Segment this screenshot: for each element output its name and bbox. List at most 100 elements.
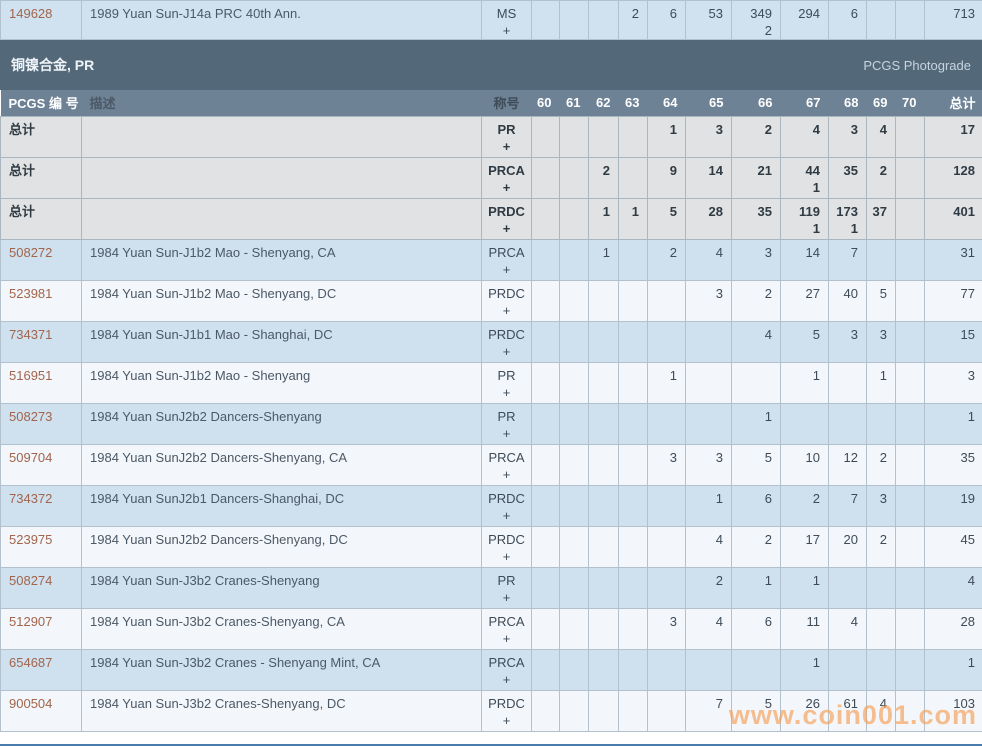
grade-cell-66: 5 <box>731 443 781 486</box>
header-grade-68: 68 <box>828 90 867 116</box>
grade-cell-62: 1 <box>588 197 619 240</box>
grade-cell-63 <box>618 361 648 404</box>
grade-cell-66: 1 <box>731 402 781 445</box>
grade-cell-61 <box>559 156 589 199</box>
coin-description: 1984 Yuan Sun-J3b2 Cranes - Shenyang Min… <box>81 648 482 691</box>
pcgs-number-link[interactable]: 900504 <box>9 695 53 711</box>
grade-cell-62 <box>588 484 619 527</box>
grade-cell-64: 3 <box>647 607 686 650</box>
pcgs-number-link[interactable]: 734371 <box>9 326 53 342</box>
grade-cell-69: 37 <box>866 197 896 240</box>
grade-cell-66: 2 <box>731 525 781 568</box>
grade-cell-61 <box>559 197 589 240</box>
grade-cell-68: 40 <box>828 279 867 322</box>
header-grade-66: 66 <box>731 90 781 116</box>
grade-cell-61 <box>559 484 589 527</box>
grade-cell-69 <box>866 0 896 40</box>
grade-cell-68 <box>828 566 867 609</box>
pcgs-number-link[interactable]: 516951 <box>9 367 53 383</box>
grade-cell-60 <box>531 443 560 486</box>
header-pcgs-number: PCGS 编 号 <box>0 90 82 116</box>
pcgs-number-link[interactable]: 508272 <box>9 244 53 260</box>
grade-cell-68: 3 <box>828 115 867 158</box>
designation-cell: PR + <box>481 361 532 404</box>
grade-cell-60 <box>531 115 560 158</box>
grade-cell-60 <box>531 689 560 732</box>
coin-description: 1984 Yuan SunJ2b1 Dancers-Shanghai, DC <box>81 484 482 527</box>
grade-cell-64 <box>647 279 686 322</box>
coin-description <box>81 115 482 158</box>
grade-cell-63 <box>618 320 648 363</box>
header-grade-70: 70 <box>895 90 925 116</box>
pcgs-number-link[interactable]: 149628 <box>9 6 53 21</box>
grade-cell-65 <box>685 320 732 363</box>
grade-cell-70 <box>895 689 925 732</box>
grade-cell-65: 4 <box>685 607 732 650</box>
grade-cell-68: 3 <box>828 320 867 363</box>
pcgs-number-link[interactable]: 523981 <box>9 285 53 301</box>
header-grade-61: 61 <box>559 90 589 116</box>
table-row: 900504 1984 Yuan Sun-J3b2 Cranes-Shenyang… <box>0 689 982 732</box>
total-cell: 35 <box>924 443 982 486</box>
grade-cell-60 <box>531 607 560 650</box>
pcgs-number-link[interactable]: 512907 <box>9 613 53 629</box>
grade-cell-70 <box>895 320 925 363</box>
grade-cell-60 <box>531 402 560 445</box>
pcgs-number-link[interactable]: 523975 <box>9 531 53 547</box>
total-cell: 103 <box>924 689 982 732</box>
coin-description: 1984 Yuan SunJ2b2 Dancers-Shenyang, CA <box>81 443 482 486</box>
designation-cell: PRCA + <box>481 156 532 199</box>
pcgs-number-cell: 149628 <box>0 0 82 40</box>
grade-cell-66 <box>731 648 781 691</box>
grade-cell-70 <box>895 361 925 404</box>
pcgs-number-link[interactable]: 734372 <box>9 490 53 506</box>
header-description: 描述 <box>81 90 482 116</box>
designation-cell: PR + <box>481 402 532 445</box>
grade-cell-66: 4 <box>731 320 781 363</box>
grade-cell-67: 17 <box>780 525 829 568</box>
coin-description: 1984 Yuan Sun-J1b2 Mao - Shenyang <box>81 361 482 404</box>
grade-cell-61 <box>559 689 589 732</box>
designation-cell: PRCA + <box>481 607 532 650</box>
grade-cell-70 <box>895 402 925 445</box>
grade-cell-65: 4 <box>685 525 732 568</box>
pcgs-number-link[interactable]: 509704 <box>9 449 53 465</box>
pcgs-number-cell: 508272 <box>0 238 82 281</box>
grade-cell-61 <box>559 566 589 609</box>
total-cell: 1 <box>924 648 982 691</box>
grade-cell-61 <box>559 238 589 281</box>
pcgs-number-cell: 516951 <box>0 361 82 404</box>
grade-cell-60 <box>531 525 560 568</box>
grade-cell-66: 3 <box>731 238 781 281</box>
grade-cell-60 <box>531 238 560 281</box>
grade-cell-69: 3 <box>866 320 896 363</box>
total-cell: 15 <box>924 320 982 363</box>
grade-cell-60 <box>531 566 560 609</box>
grade-cell-64 <box>647 525 686 568</box>
section-header-bar: 铜镍合金, PR PCGS Photograde <box>0 40 982 90</box>
grade-cell-65 <box>685 648 732 691</box>
grade-cell-60 <box>531 361 560 404</box>
coin-description: 1984 Yuan Sun-J1b1 Mao - Shanghai, DC <box>81 320 482 363</box>
header-total: 总计 <box>924 90 982 116</box>
grade-cell-64 <box>647 402 686 445</box>
total-cell: 45 <box>924 525 982 568</box>
grade-cell-60 <box>531 197 560 240</box>
pcgs-number-link[interactable]: 508274 <box>9 572 53 588</box>
grade-cell-62 <box>588 0 619 40</box>
grade-cell-65: 28 <box>685 197 732 240</box>
grade-cell-66: 35 <box>731 197 781 240</box>
table-row: 149628 1989 Yuan Sun-J14a PRC 40th Ann. MS… <box>0 0 982 40</box>
pcgs-number-link[interactable]: 654687 <box>9 654 53 670</box>
grade-cell-65: 3 <box>685 115 732 158</box>
pcgs-number-link[interactable]: 508273 <box>9 408 53 424</box>
grade-cell-60 <box>531 484 560 527</box>
totals-label-cell: 总计 <box>0 156 82 199</box>
grade-cell-62 <box>588 648 619 691</box>
grade-cell-61 <box>559 361 589 404</box>
coin-description: 1984 Yuan SunJ2b2 Dancers-Shenyang, DC <box>81 525 482 568</box>
grade-cell-61 <box>559 402 589 445</box>
table-row: 523981 1984 Yuan Sun-J1b2 Mao - Shenyang,… <box>0 279 982 322</box>
grade-cell-63 <box>618 115 648 158</box>
